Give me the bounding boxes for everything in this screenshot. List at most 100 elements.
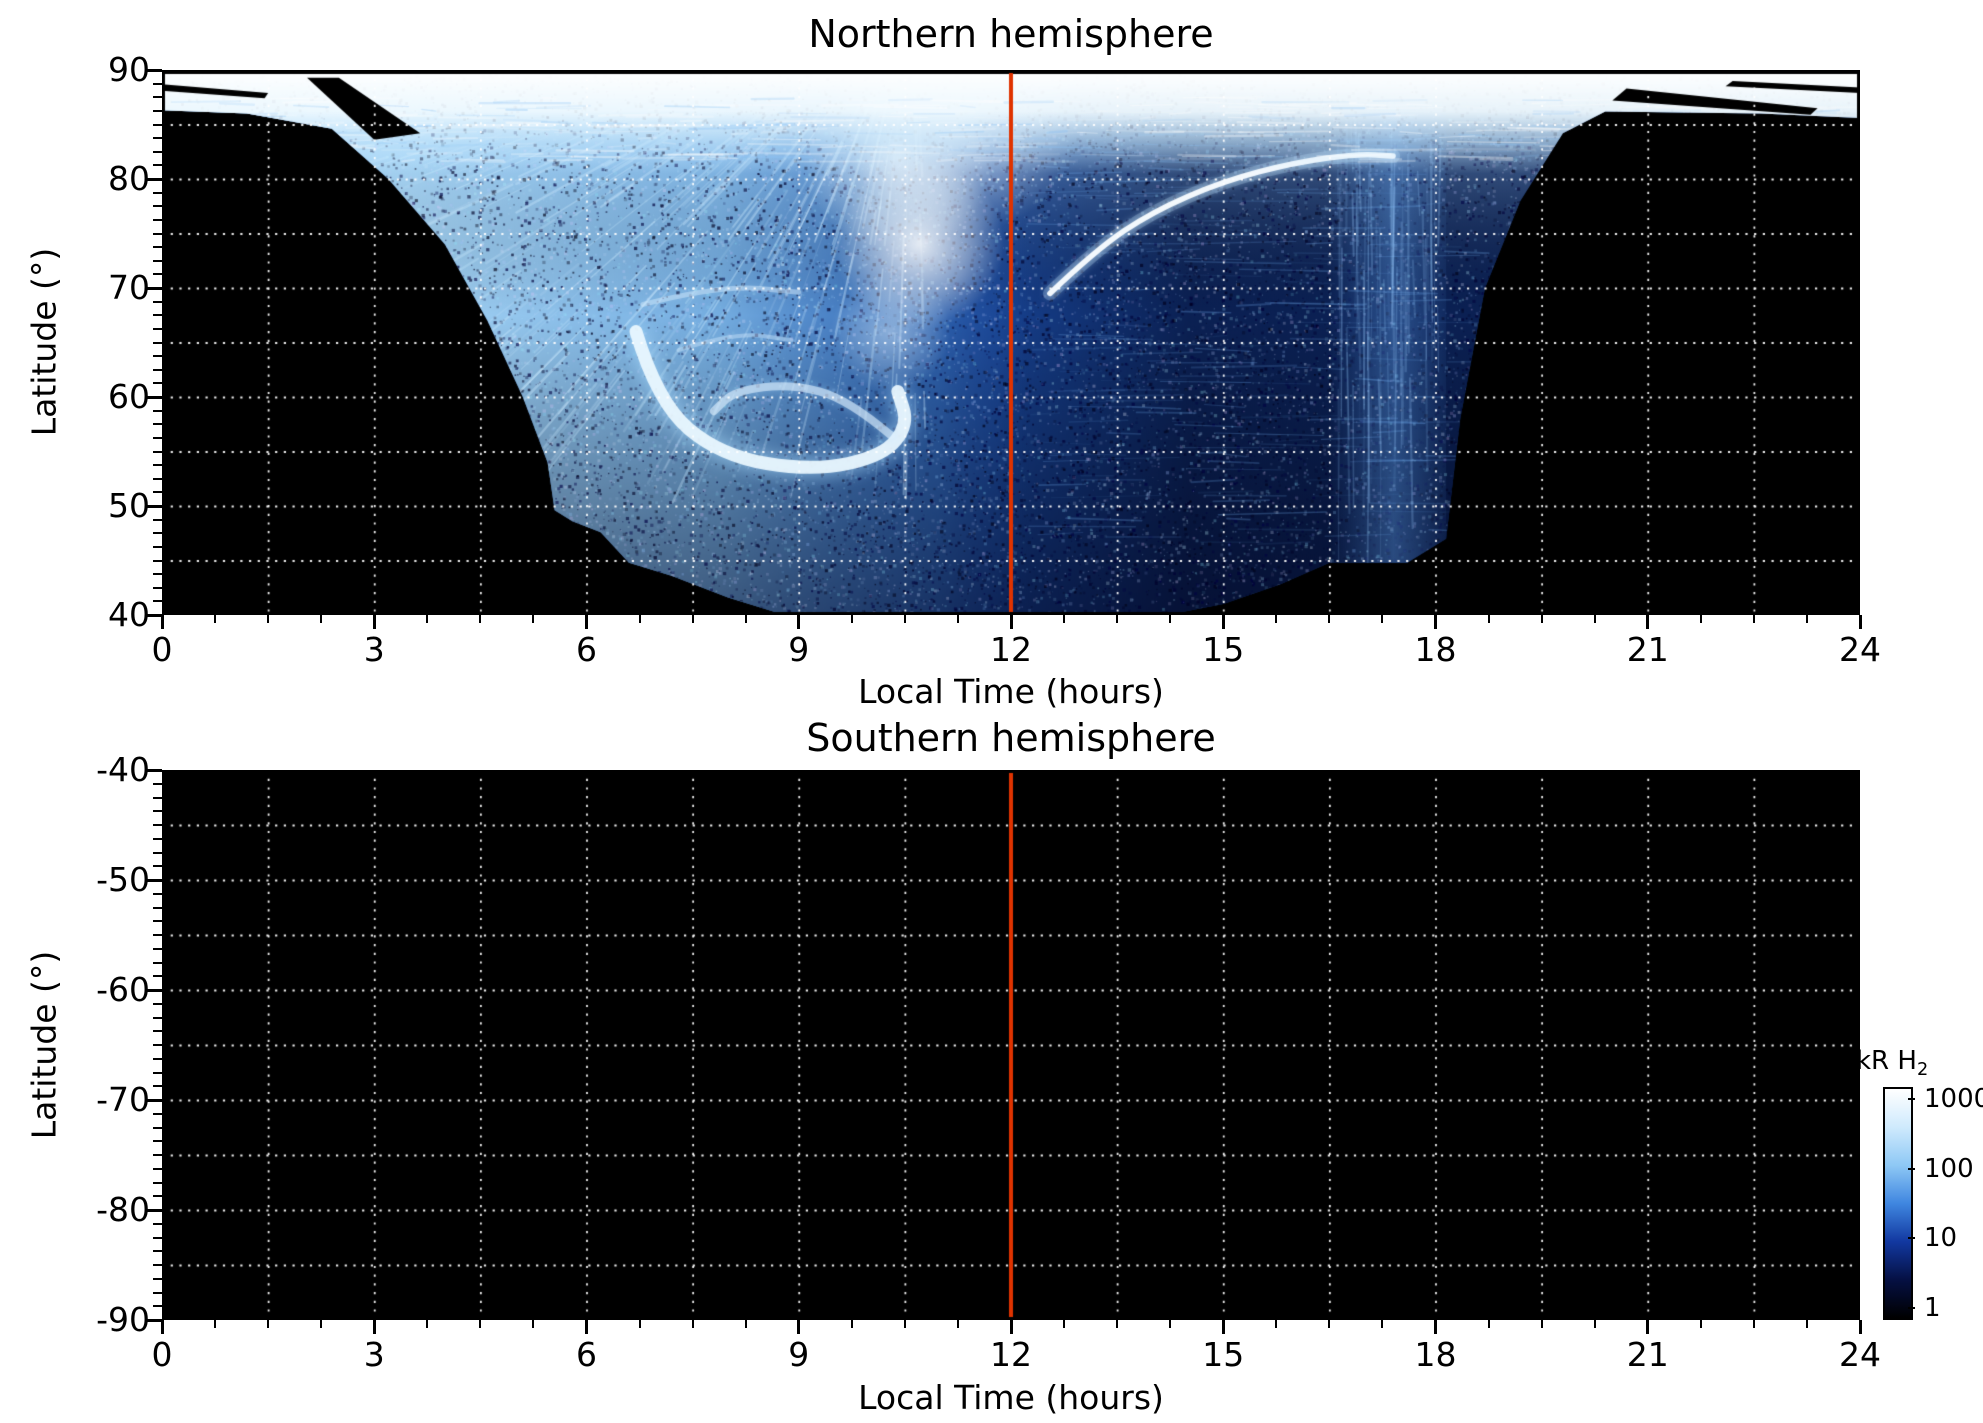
x-tick-label: 3: [363, 630, 385, 669]
y-tick-label: 50: [108, 486, 150, 525]
x-major-tick: [1646, 1320, 1650, 1334]
y-minor-tick: [153, 1044, 162, 1046]
x-major-tick: [1434, 1320, 1437, 1334]
y-minor-tick: [153, 1181, 162, 1184]
y-major-tick: [147, 613, 162, 617]
x-minor-tick: [1699, 1320, 1702, 1328]
x-minor-tick: [850, 1320, 853, 1328]
y-minor-tick: [153, 600, 162, 603]
y-major-tick: [147, 68, 162, 72]
colorbar-title: kR H2: [1856, 1046, 1928, 1085]
y-minor-tick: [153, 1140, 162, 1143]
x-minor-tick: [1169, 1320, 1172, 1328]
y-tick-label: -60: [96, 970, 150, 1009]
y-tick-label: 70: [108, 268, 150, 307]
y-major-tick: [147, 988, 162, 992]
x-tick-label: 9: [788, 1335, 810, 1374]
x-minor-tick: [903, 1320, 906, 1328]
x-tick-label: 21: [1626, 1335, 1669, 1374]
y-minor-tick: [153, 1236, 162, 1239]
south-x-axis-label: Local Time (hours): [858, 1378, 1164, 1417]
y-minor-tick: [153, 947, 162, 950]
y-minor-tick: [153, 1126, 162, 1129]
x-minor-tick: [532, 615, 535, 623]
x-minor-tick: [320, 1320, 323, 1328]
x-minor-tick: [479, 615, 482, 623]
colorbar-tick-label: 100: [1924, 1153, 1974, 1184]
y-minor-tick: [153, 975, 162, 978]
y-tick-label: -50: [96, 860, 150, 899]
x-minor-tick: [1752, 1320, 1755, 1328]
y-minor-tick: [153, 273, 162, 276]
y-minor-tick: [153, 382, 162, 385]
colorbar-tick-label: 1: [1924, 1293, 1941, 1323]
y-major-tick: [147, 768, 162, 772]
y-minor-tick: [153, 1222, 162, 1225]
x-tick-label: 24: [1839, 630, 1881, 669]
x-minor-tick: [1328, 1320, 1331, 1328]
x-tick-label: 6: [576, 1335, 597, 1374]
x-major-tick: [1858, 1320, 1862, 1334]
y-minor-tick: [153, 491, 162, 494]
x-tick-label: 21: [1626, 630, 1669, 669]
x-major-tick: [797, 1320, 801, 1334]
y-tick-label: -70: [96, 1080, 150, 1119]
y-minor-tick: [153, 518, 162, 521]
x-minor-tick: [214, 1320, 217, 1328]
y-minor-tick: [153, 906, 162, 909]
x-minor-tick: [1063, 1320, 1066, 1328]
y-minor-tick: [153, 1291, 162, 1294]
x-major-tick: [797, 615, 801, 629]
y-minor-tick: [153, 300, 162, 303]
x-minor-tick: [1487, 1320, 1490, 1328]
south-heatmap-canvas: [162, 770, 1860, 1320]
y-minor-tick: [153, 532, 162, 535]
y-minor-tick: [153, 545, 162, 548]
x-minor-tick: [320, 615, 323, 623]
y-major-tick: [147, 395, 162, 399]
y-minor-tick: [153, 109, 162, 112]
y-major-tick: [147, 1098, 162, 1102]
x-minor-tick: [267, 1320, 270, 1328]
y-major-tick: [147, 1208, 162, 1212]
x-minor-tick: [744, 1320, 747, 1328]
y-minor-tick: [153, 1277, 162, 1280]
y-tick-label: 80: [108, 159, 150, 198]
x-minor-tick: [479, 1320, 482, 1328]
y-minor-tick: [153, 1112, 162, 1115]
x-minor-tick: [426, 615, 429, 623]
y-minor-tick: [153, 1167, 162, 1170]
y-minor-tick: [153, 934, 162, 936]
x-tick-label: 12: [990, 630, 1032, 669]
y-minor-tick: [153, 423, 162, 426]
colorbar-gradient: [1883, 1087, 1913, 1320]
colorbar-tick: [1908, 1307, 1915, 1309]
y-minor-tick: [153, 477, 162, 480]
x-tick-label: 0: [151, 1335, 173, 1374]
x-minor-tick: [1540, 1320, 1543, 1328]
y-minor-tick: [153, 355, 162, 358]
x-minor-tick: [638, 1320, 641, 1328]
y-minor-tick: [153, 1057, 162, 1060]
y-tick-label: -90: [96, 1300, 150, 1339]
x-major-tick: [1221, 1320, 1225, 1334]
x-minor-tick: [850, 615, 853, 623]
north-heatmap-canvas: [162, 70, 1860, 615]
y-tick-label: 60: [108, 377, 150, 416]
x-minor-tick: [956, 1320, 959, 1328]
x-minor-tick: [903, 615, 906, 623]
x-minor-tick: [956, 615, 959, 623]
x-tick-label: 0: [151, 630, 173, 669]
y-minor-tick: [153, 450, 162, 453]
x-tick-label: 6: [576, 630, 597, 669]
north-title: Northern hemisphere: [808, 12, 1214, 56]
y-tick-label: 90: [108, 50, 150, 89]
y-minor-tick: [153, 1250, 162, 1253]
x-minor-tick: [1381, 615, 1384, 623]
y-minor-tick: [153, 865, 162, 868]
y-minor-tick: [153, 573, 162, 576]
